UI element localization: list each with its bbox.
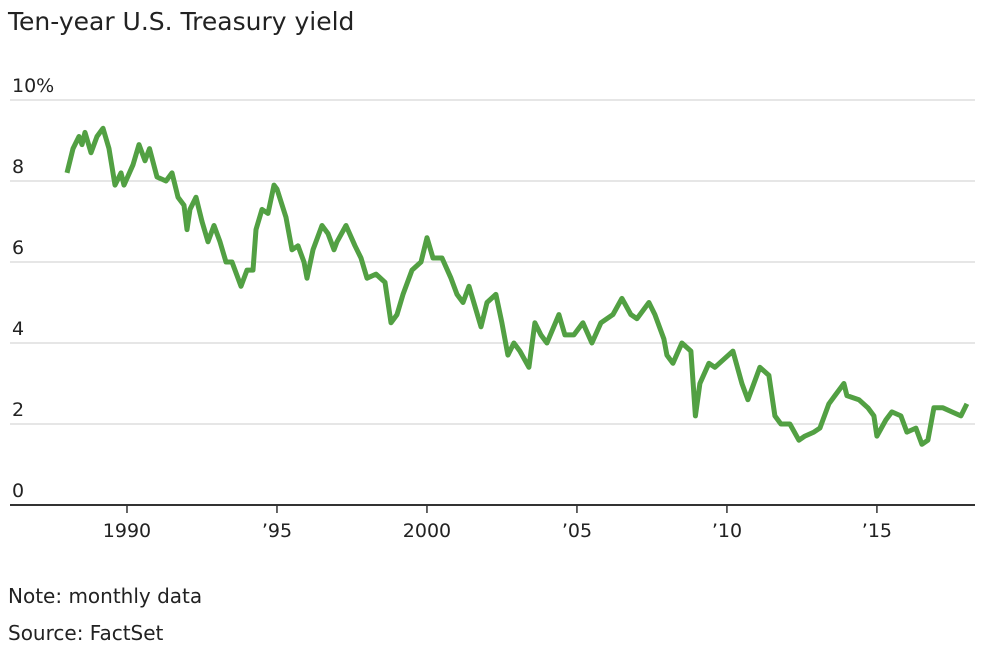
y-tick-label: 0 <box>12 480 24 502</box>
x-tick-label: 2000 <box>403 520 451 542</box>
line <box>64 125 970 447</box>
y-tick-label: 6 <box>12 237 24 259</box>
y-tick-label: 8 <box>12 156 24 178</box>
chart-title: Ten-year U.S. Treasury yield <box>7 7 354 36</box>
note: Note: monthly data <box>8 584 202 608</box>
x-tick-label: ’05 <box>562 520 592 542</box>
y-tick-label: 2 <box>12 399 24 421</box>
x-tick-label: 1990 <box>103 520 151 542</box>
x-tick-label: ’15 <box>862 520 892 542</box>
x-tick-label: ’10 <box>712 520 742 542</box>
y-tick-label: 4 <box>12 318 24 340</box>
y-tick-label: 10% <box>12 75 54 97</box>
source: Source: FactSet <box>8 621 164 645</box>
x-tick-label: ’95 <box>262 520 292 542</box>
